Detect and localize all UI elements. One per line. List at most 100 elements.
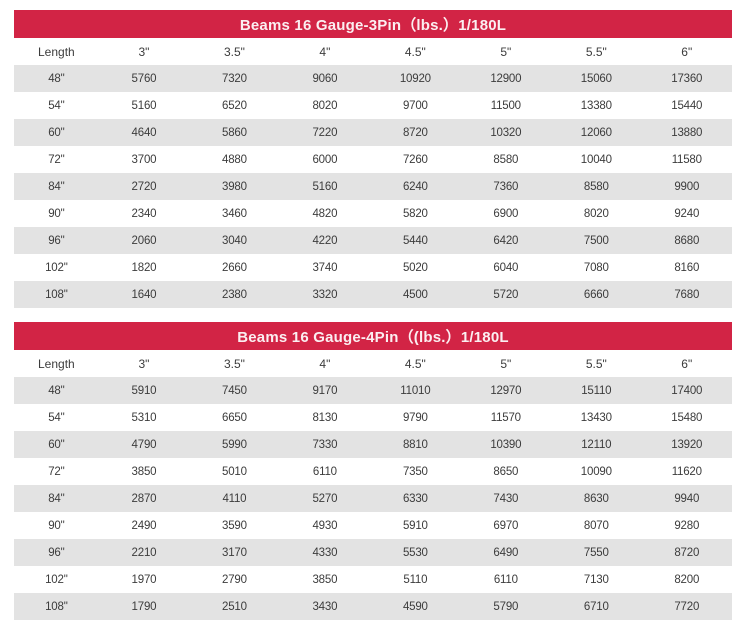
column-header: 4.5" [370, 38, 461, 65]
table-header: Length 3" 3.5" 4" 4.5" 5" 5.5" 6" [14, 350, 732, 377]
table-row: 72" 3850 5010 6110 7350 8650 10090 11620 [14, 458, 732, 485]
column-header: 3" [98, 350, 190, 377]
value-cell: 7450 [222, 384, 247, 397]
table-row: 54" 5160 6520 8020 9700 11500 13380 15440 [14, 92, 732, 119]
load-capacity-table: Length 3" 3.5" 4" 4.5" 5" 5.5" 6" 48" 5910 7450 91… [14, 350, 732, 620]
header-row: Length 3" 3.5" 4" 4.5" 5" 5.5" 6" [14, 350, 732, 377]
value-cell: 5160 [312, 180, 338, 193]
value-cell: 4590 [402, 600, 428, 613]
value-cell: 10320 [490, 126, 522, 139]
value-cell: 5910 [131, 384, 157, 397]
table-body: 48" 5760 7320 9060 10920 12900 15060 17360 54" 51… [14, 65, 732, 308]
table-row: 102" 1820 2660 3740 5020 6040 7080 8160 [14, 254, 732, 281]
value-cell: 4110 [222, 492, 247, 505]
value-cell: 7350 [402, 465, 428, 478]
value-cell: 6240 [402, 180, 428, 193]
length-cell: 90" [48, 519, 65, 532]
length-cell: 102" [45, 573, 68, 586]
table-row: 90" 2340 3460 4820 5820 6900 8020 9240 [14, 200, 732, 227]
value-cell: 8580 [493, 153, 519, 166]
value-cell: 1970 [131, 573, 157, 586]
value-cell: 7260 [402, 153, 428, 166]
beams-4pin-table-section: Beams 16 Gauge-4Pin（(lbs.）1/180L Length 3… [14, 322, 732, 620]
value-cell: 6520 [222, 99, 247, 112]
value-cell: 4790 [131, 438, 157, 451]
value-cell: 3740 [312, 261, 338, 274]
length-cell: 72" [48, 465, 65, 478]
length-cell: 72" [48, 153, 65, 166]
value-cell: 11620 [671, 465, 702, 478]
column-header: Length [14, 350, 99, 377]
length-cell: 108" [45, 288, 68, 301]
table-row: 84" 2870 4110 5270 6330 7430 8630 9940 [14, 485, 732, 512]
value-cell: 8720 [402, 126, 428, 139]
column-header: 5.5" [551, 38, 642, 65]
table-title: Beams 16 Gauge-4Pin（(lbs.）1/180L [237, 328, 509, 346]
value-cell: 3430 [312, 600, 338, 613]
table-row: 96" 2210 3170 4330 5530 6490 7550 8720 [14, 539, 732, 566]
value-cell: 15480 [671, 411, 703, 424]
value-cell: 11580 [671, 153, 702, 166]
value-cell: 2490 [131, 519, 157, 532]
table-title-bar: Beams 16 Gauge-4Pin（(lbs.）1/180L [14, 322, 732, 350]
column-header: 6" [641, 350, 732, 377]
value-cell: 8810 [402, 438, 428, 451]
value-cell: 6040 [493, 261, 519, 274]
value-cell: 4330 [312, 546, 338, 559]
value-cell: 6420 [493, 234, 519, 247]
value-cell: 4930 [312, 519, 338, 532]
value-cell: 5820 [402, 207, 428, 220]
value-cell: 7080 [583, 261, 609, 274]
length-cell: 90" [48, 207, 65, 220]
value-cell: 8650 [493, 465, 519, 478]
value-cell: 3590 [222, 519, 247, 532]
value-cell: 6660 [583, 288, 609, 301]
value-cell: 5310 [131, 411, 157, 424]
value-cell: 11570 [490, 411, 521, 424]
load-capacity-table: Length 3" 3.5" 4" 4.5" 5" 5.5" 6" 48" 5760 7320 90… [14, 38, 732, 308]
length-cell: 84" [48, 492, 65, 505]
value-cell: 11500 [490, 99, 521, 112]
table-title-bar: Beams 16 Gauge-3Pin（lbs.）1/180L [14, 10, 732, 38]
value-cell: 9940 [674, 492, 700, 505]
value-cell: 8160 [674, 261, 700, 274]
value-cell: 3460 [222, 207, 247, 220]
table-row: 84" 2720 3980 5160 6240 7360 8580 9900 [14, 173, 732, 200]
value-cell: 7330 [312, 438, 338, 451]
value-cell: 6900 [493, 207, 519, 220]
value-cell: 7720 [674, 600, 700, 613]
table-title: Beams 16 Gauge-3Pin（lbs.）1/180L [239, 16, 507, 34]
length-cell: 48" [48, 384, 65, 397]
table-row: 72" 3700 4880 6000 7260 8580 10040 11580 [14, 146, 732, 173]
value-cell: 3040 [222, 234, 247, 247]
value-cell: 7430 [493, 492, 519, 505]
length-cell: 96" [48, 234, 65, 247]
value-cell: 8020 [312, 99, 338, 112]
value-cell: 4820 [312, 207, 338, 220]
value-cell: 10090 [580, 465, 612, 478]
value-cell: 6110 [312, 465, 337, 478]
value-cell: 2340 [131, 207, 157, 220]
length-cell: 84" [48, 180, 65, 193]
value-cell: 4880 [222, 153, 247, 166]
value-cell: 2720 [131, 180, 157, 193]
value-cell: 6490 [493, 546, 519, 559]
value-cell: 3980 [222, 180, 247, 193]
value-cell: 5160 [131, 99, 157, 112]
value-cell: 8630 [583, 492, 609, 505]
table-row: 102" 1970 2790 3850 5110 6110 7130 8200 [14, 566, 732, 593]
value-cell: 7220 [312, 126, 338, 139]
value-cell: 12970 [490, 384, 522, 397]
table-row: 90" 2490 3590 4930 5910 6970 8070 9280 [14, 512, 732, 539]
value-cell: 9170 [312, 384, 338, 397]
value-cell: 2510 [222, 600, 247, 613]
column-header: 4.5" [370, 350, 461, 377]
value-cell: 9700 [402, 99, 428, 112]
value-cell: 12900 [490, 72, 522, 85]
table-row: 108" 1640 2380 3320 4500 5720 6660 7680 [14, 281, 732, 308]
value-cell: 5760 [131, 72, 157, 85]
value-cell: 15060 [580, 72, 612, 85]
column-header: 3.5" [189, 38, 280, 65]
length-cell: 60" [48, 126, 65, 139]
value-cell: 5860 [222, 126, 247, 139]
